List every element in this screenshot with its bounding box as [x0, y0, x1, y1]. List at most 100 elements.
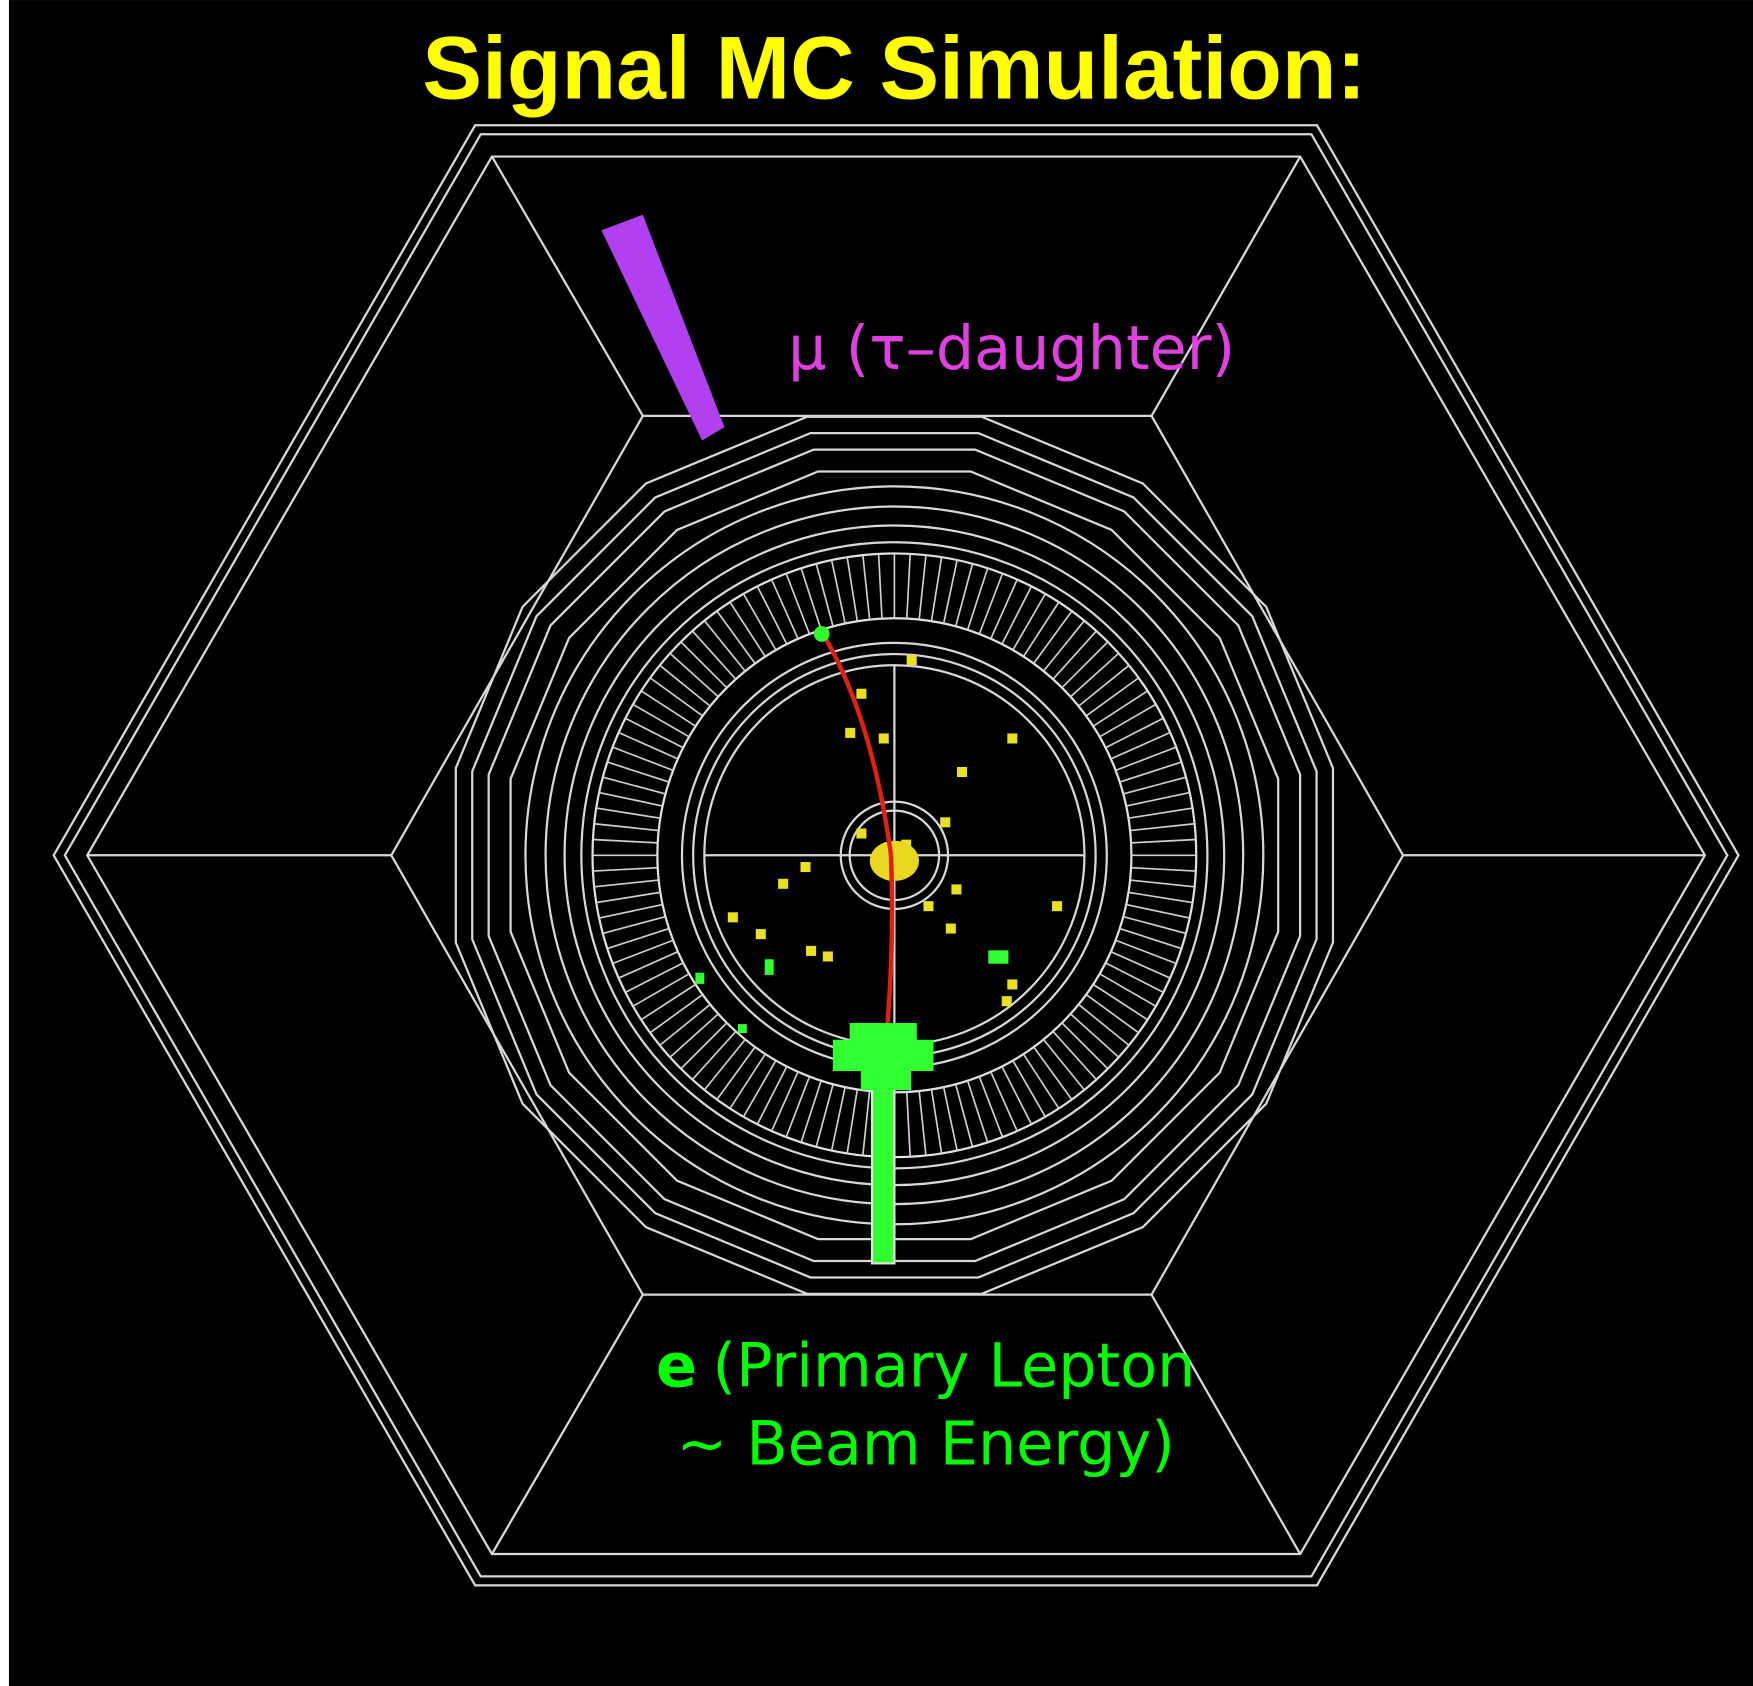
calo-crystal: [649, 677, 704, 717]
calo-crystal: [625, 962, 684, 994]
hit: [906, 655, 917, 666]
calo-crystal: [1123, 915, 1187, 935]
calo-crystal: [680, 641, 728, 689]
hit: [951, 884, 962, 895]
calo-crystal: [1131, 866, 1196, 872]
calo-crystal: [618, 731, 679, 760]
calo-crystal: [930, 557, 943, 622]
calo-crystal: [966, 567, 989, 631]
calo-crystal: [1130, 822, 1195, 832]
calo-crystal: [1022, 601, 1060, 657]
hit: [1052, 901, 1063, 912]
calo-crystal: [691, 630, 737, 680]
electron-line1: (Primary Lepton: [713, 1331, 1196, 1401]
calo-crystal: [1042, 620, 1086, 672]
calo-crystal: [785, 1076, 811, 1138]
hit: [800, 862, 811, 873]
calo-crystal: [862, 555, 871, 620]
calo-crystal: [602, 776, 666, 795]
hit: [856, 688, 867, 699]
calo-crystal: [785, 573, 811, 635]
calo-crystal: [1123, 776, 1187, 795]
calo-crystal: [1061, 641, 1109, 689]
calo-crystal: [1052, 1030, 1097, 1081]
calo-crystal: [1115, 746, 1177, 772]
calo-crystal: [1085, 993, 1140, 1034]
calo-crystal: [1069, 1013, 1120, 1058]
detector-rings: [454, 415, 1335, 1296]
calo-crystal: [602, 915, 666, 935]
detector-outline: [52, 124, 1740, 1587]
calo-crystal: [742, 1060, 777, 1118]
calo-crystal: [716, 1046, 756, 1100]
hit: [1007, 979, 1018, 990]
calo-crystal: [598, 791, 663, 807]
calo-crystal: [649, 993, 704, 1034]
calo-crystal: [1022, 1053, 1060, 1109]
calo-crystal: [830, 559, 846, 624]
calo-crystal: [1128, 807, 1193, 820]
calo-crystal: [607, 927, 670, 950]
electron-symbol: e: [656, 1331, 697, 1401]
calo-crystal: [1078, 1003, 1130, 1046]
calo-crystal: [830, 1086, 846, 1151]
calo-crystal: [691, 1030, 737, 1081]
calo-crystal: [756, 585, 788, 645]
hit: [856, 828, 867, 839]
calo-crystal: [1012, 593, 1047, 651]
vertex-hits: [869, 840, 919, 882]
title: Signal MC Simulation:: [422, 17, 1366, 117]
calorimeter: [591, 552, 1198, 1159]
calo-crystal: [703, 620, 746, 672]
calo-crystal: [1105, 962, 1164, 994]
calo-crystal: [1061, 1022, 1109, 1070]
calo-crystal: [1012, 1060, 1047, 1118]
calo-crystal: [1092, 983, 1149, 1021]
hit: [778, 878, 789, 889]
calo-crystal: [1110, 731, 1171, 760]
calo-crystal: [716, 610, 756, 665]
hit: [845, 727, 856, 738]
calo-crystal: [990, 1071, 1018, 1132]
calo-crystal: [918, 1090, 927, 1156]
calo-crystal: [942, 559, 958, 624]
electron-label: e (Primary Lepton: [656, 1331, 1195, 1401]
calo-crystal: [1042, 1038, 1086, 1091]
calo-crystal: [1131, 838, 1196, 844]
calo-crystal: [800, 1080, 822, 1143]
calo-crystal: [905, 1091, 912, 1157]
muon-chamber-hit: [601, 214, 725, 441]
calo-crystal: [594, 879, 659, 888]
calo-crystal: [632, 703, 690, 738]
calo-crystal: [1033, 1046, 1073, 1100]
hit: [956, 766, 968, 778]
electron-line2: ~ Beam Energy): [677, 1410, 1175, 1480]
calo-crystal: [669, 652, 719, 698]
calo-crystal: [954, 1084, 974, 1148]
calo-crystal: [1001, 1066, 1033, 1125]
hit: [806, 945, 817, 956]
muon-track: [819, 630, 894, 856]
calo-crystal: [1099, 973, 1157, 1007]
calo-crystal: [1092, 690, 1149, 727]
calo-crystal: [1126, 903, 1190, 919]
calo-crystal: [877, 553, 883, 619]
calo-crystal: [1126, 791, 1190, 807]
calo-crystal: [1119, 761, 1182, 783]
calo-crystal: [607, 761, 670, 783]
hit: [940, 817, 951, 828]
calo-crystal: [862, 1090, 871, 1156]
calo-crystal: [729, 601, 767, 657]
hit: [878, 733, 889, 744]
calo-crystal: [978, 1076, 1004, 1138]
hit: [923, 901, 934, 912]
calo-crystal: [1069, 652, 1120, 698]
calo-crystal: [756, 1066, 788, 1125]
calo-crystal: [659, 664, 711, 707]
calo-crystal: [596, 807, 661, 820]
calo-crystal: [612, 746, 674, 772]
calo-crystal: [800, 567, 822, 631]
hit: [1001, 996, 1012, 1007]
calo-crystal: [703, 1038, 746, 1091]
